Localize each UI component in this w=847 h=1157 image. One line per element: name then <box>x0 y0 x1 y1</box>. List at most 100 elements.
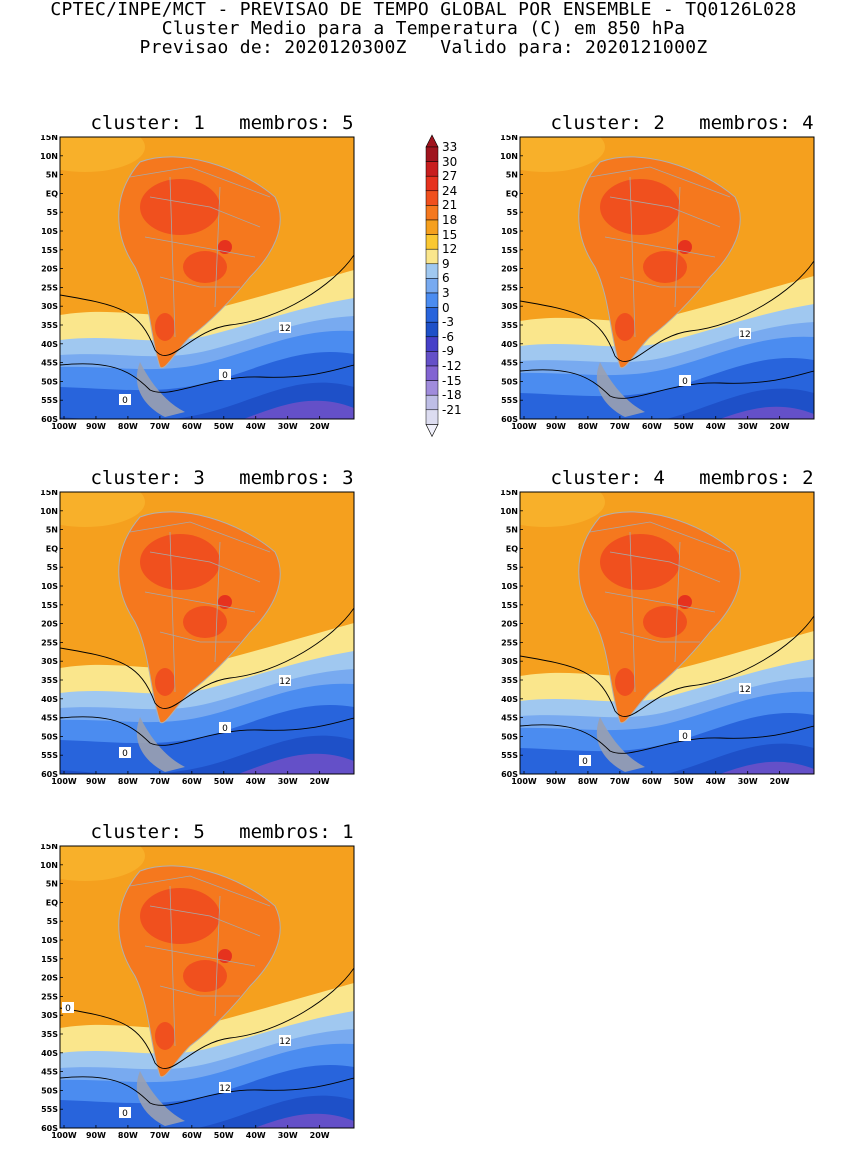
lon-label: 90W <box>546 422 566 431</box>
contour-0 <box>520 724 814 754</box>
lat-label: EQ <box>46 189 58 198</box>
header-title-line1: CPTEC/INPE/MCT - PREVISAO DE TEMPO GLOBA… <box>50 0 797 20</box>
lat-label: 5S <box>47 563 59 572</box>
colorbar-box <box>425 365 439 381</box>
lon-label: 70W <box>150 777 170 786</box>
lon-label: 20W <box>770 422 790 431</box>
temperature-band <box>520 492 605 527</box>
colorbar-tick-label: -6 <box>442 329 454 344</box>
lon-label: 30W <box>278 1131 298 1140</box>
lat-label: 45S <box>41 714 58 723</box>
lat-label: 5N <box>506 171 518 180</box>
panel-2-title: cluster: 2 membros: 4 <box>550 112 814 134</box>
lat-label: 40S <box>41 695 58 704</box>
colorbar-box <box>425 321 439 338</box>
temperature-band <box>254 1113 354 1128</box>
patagonia-land <box>596 717 645 772</box>
country-borders <box>589 521 731 693</box>
lat-label: 15N <box>40 135 58 142</box>
hot-core <box>218 240 232 254</box>
colorbar-box <box>425 205 439 221</box>
lat-label: 25S <box>41 638 58 647</box>
lon-label: 90W <box>546 777 566 786</box>
lat-label: 55S <box>501 396 518 405</box>
lat-label: 5S <box>47 917 59 926</box>
country-borders <box>589 166 731 338</box>
colorbar-tick-label: 9 <box>442 256 450 271</box>
lat-label: 60S <box>501 770 518 779</box>
lon-label: 20W <box>770 777 790 786</box>
colorbar-box <box>425 409 439 425</box>
contour-label: 12 <box>279 677 290 687</box>
header-title-line3: Previsao de: 2020120300Z Valido para: 20… <box>139 37 708 58</box>
contour-0 <box>520 369 814 399</box>
colorbar-box <box>425 380 439 396</box>
header-title-line2: Cluster Medio para a Temperatura (C) em … <box>161 18 686 39</box>
lon-label: 100W <box>51 422 77 431</box>
colorbar-box <box>425 307 439 323</box>
hot-core <box>155 313 175 341</box>
lat-label: 50S <box>501 377 518 386</box>
lat-label: 50S <box>41 732 58 741</box>
map-frame <box>59 136 355 420</box>
contour-label-box <box>579 755 591 766</box>
lat-label: 5N <box>46 171 58 180</box>
lat-label: 30S <box>41 302 58 311</box>
colorbar-box <box>425 161 439 177</box>
hot-core <box>140 534 220 590</box>
contour-label: 12 <box>219 1084 230 1094</box>
map-panel-1: 12 0 0 15N 10N 5N EQ 5S 10S 15S 20S 25S 30S 35S 40S 45S… <box>40 135 355 431</box>
lon-label: 70W <box>610 422 630 431</box>
contour-label: 0 <box>222 371 228 381</box>
contour-12 <box>520 260 814 362</box>
lat-label: 25S <box>501 283 518 292</box>
lat-label: 30S <box>501 657 518 666</box>
lat-label: 60S <box>501 415 518 424</box>
lon-label: 30W <box>738 422 758 431</box>
colorbar-box <box>425 292 439 308</box>
contour-label-box <box>739 683 751 694</box>
panel-5-title: cluster: 5 membros: 1 <box>90 821 354 843</box>
lat-label: 60S <box>41 770 58 779</box>
country-borders <box>129 166 271 338</box>
coastline <box>578 511 741 724</box>
colorbar-tick-label: 33 <box>442 140 458 154</box>
coastline <box>118 511 281 724</box>
colorbar-tick-label: -15 <box>442 373 462 388</box>
contour-label-box <box>279 675 291 686</box>
contour-label-box <box>279 1035 291 1046</box>
colorbar-box <box>425 336 439 352</box>
lat-label: 60S <box>41 415 58 424</box>
colorbar-tick-label: 21 <box>442 198 458 213</box>
lat-label: 55S <box>501 751 518 760</box>
lon-label: 50W <box>674 777 694 786</box>
colorbar-tick-label: -3 <box>442 315 454 330</box>
contour-label-box <box>679 730 691 741</box>
country-borders <box>129 521 271 693</box>
lat-label: 20S <box>501 620 518 629</box>
lat-label: 40S <box>41 340 58 349</box>
colorbar-tick-label: -12 <box>442 359 462 373</box>
panel-4-title: cluster: 4 membros: 2 <box>550 467 814 489</box>
lat-label: 20S <box>41 265 58 274</box>
lon-label: 70W <box>150 1131 170 1140</box>
lat-label: 30S <box>501 302 518 311</box>
colorbar-bottom-arrow <box>425 424 439 438</box>
hot-core <box>140 179 220 235</box>
lon-label: 40W <box>246 777 266 786</box>
country-borders <box>129 875 271 1047</box>
lon-label: 20W <box>310 777 330 786</box>
hot-core <box>600 534 680 590</box>
lat-label: 45S <box>501 714 518 723</box>
hot-core <box>678 240 692 254</box>
temperature-band <box>60 846 145 881</box>
lat-label: 10S <box>501 227 518 236</box>
contour-label-box <box>119 1107 131 1118</box>
colorbar-box <box>425 146 439 162</box>
hot-core <box>218 949 232 963</box>
lat-label: 15N <box>40 490 58 497</box>
temperature-band <box>520 137 605 172</box>
contour-label-box <box>279 322 291 333</box>
temperature-band <box>238 753 354 774</box>
contour-label: 12 <box>739 685 750 695</box>
